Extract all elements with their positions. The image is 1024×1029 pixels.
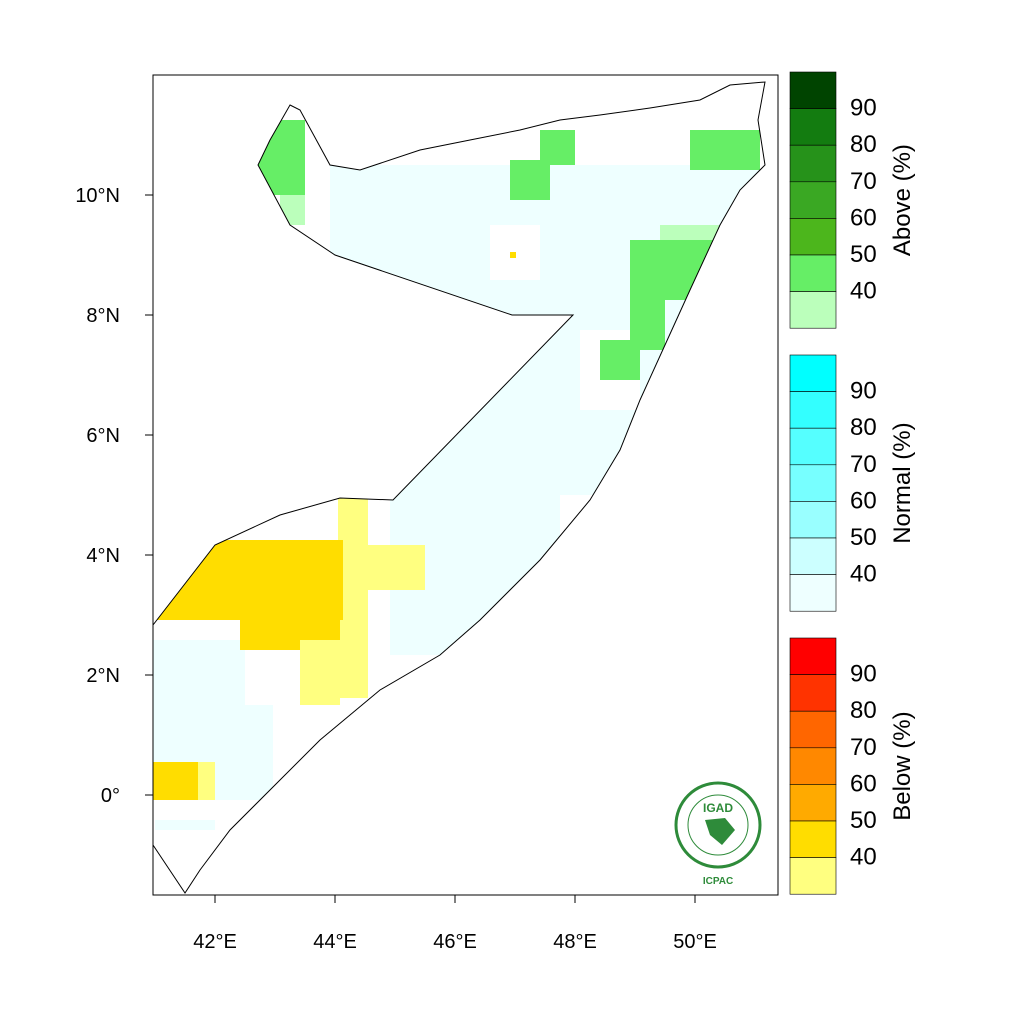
legend-swatch (789, 501, 837, 539)
legend-label: 70 (850, 451, 877, 478)
legend-swatch (789, 354, 837, 392)
legend-label: 60 (850, 204, 877, 231)
legend-swatch (789, 574, 837, 612)
lat-label: 10°N (75, 185, 120, 207)
lon-label: 50°E (673, 931, 717, 953)
legend-swatch (789, 427, 837, 466)
legend-label: 90 (850, 378, 877, 405)
lon-label: 46°E (433, 931, 477, 953)
lat-label: 0° (101, 785, 120, 807)
legend-label: 70 (850, 734, 877, 761)
legend-swatch (789, 784, 837, 822)
legend-label: 80 (850, 697, 877, 724)
legend-swatch (789, 637, 837, 675)
legend-swatch (789, 857, 837, 895)
legend-swatch (789, 291, 837, 329)
legend-label: 50 (850, 524, 877, 551)
legend-swatch (789, 820, 837, 858)
legend-label: 80 (850, 414, 877, 441)
legend-swatch (789, 537, 837, 575)
map-frame (152, 74, 779, 896)
legend-swatch (789, 391, 837, 429)
legend-swatch (789, 464, 837, 502)
legend-label: 70 (850, 168, 877, 195)
legend-label: 90 (850, 95, 877, 122)
logo-name: IGAD (703, 801, 733, 815)
lat-label: 8°N (86, 305, 120, 327)
legend-swatch (789, 710, 837, 749)
legend-swatch (789, 144, 837, 183)
legend-label: 50 (850, 241, 877, 268)
legend-swatch (789, 218, 837, 256)
legend-swatch (789, 181, 837, 219)
legend-label: 40 (850, 278, 877, 305)
legend-label: 80 (850, 131, 877, 158)
forecast-cells (153, 120, 760, 830)
legend-title: Normal (%) (889, 422, 916, 543)
legend-swatch (789, 108, 837, 146)
logo: IGAD ICPAC (674, 781, 762, 887)
lon-label: 44°E (313, 931, 357, 953)
legend-label: 90 (850, 661, 877, 688)
legend-title: Above (%) (889, 144, 916, 256)
lat-label: 2°N (86, 665, 120, 687)
lon-label: 42°E (193, 931, 237, 953)
lat-label: 6°N (86, 425, 120, 447)
lon-label: 48°E (553, 931, 597, 953)
legend-title: Below (%) (889, 711, 916, 820)
legend-swatch (789, 71, 837, 109)
legend-label: 40 (850, 561, 877, 588)
legend-label: 40 (850, 844, 877, 871)
lat-label: 4°N (86, 545, 120, 567)
legend-swatch (789, 747, 837, 785)
legend-label: 60 (850, 487, 877, 514)
legend-swatch (789, 674, 837, 712)
legend-label: 50 (850, 807, 877, 834)
legend-label: 60 (850, 770, 877, 797)
legend-swatch (789, 254, 837, 292)
country-outline (152, 81, 766, 894)
logo-caption: ICPAC (703, 876, 733, 887)
